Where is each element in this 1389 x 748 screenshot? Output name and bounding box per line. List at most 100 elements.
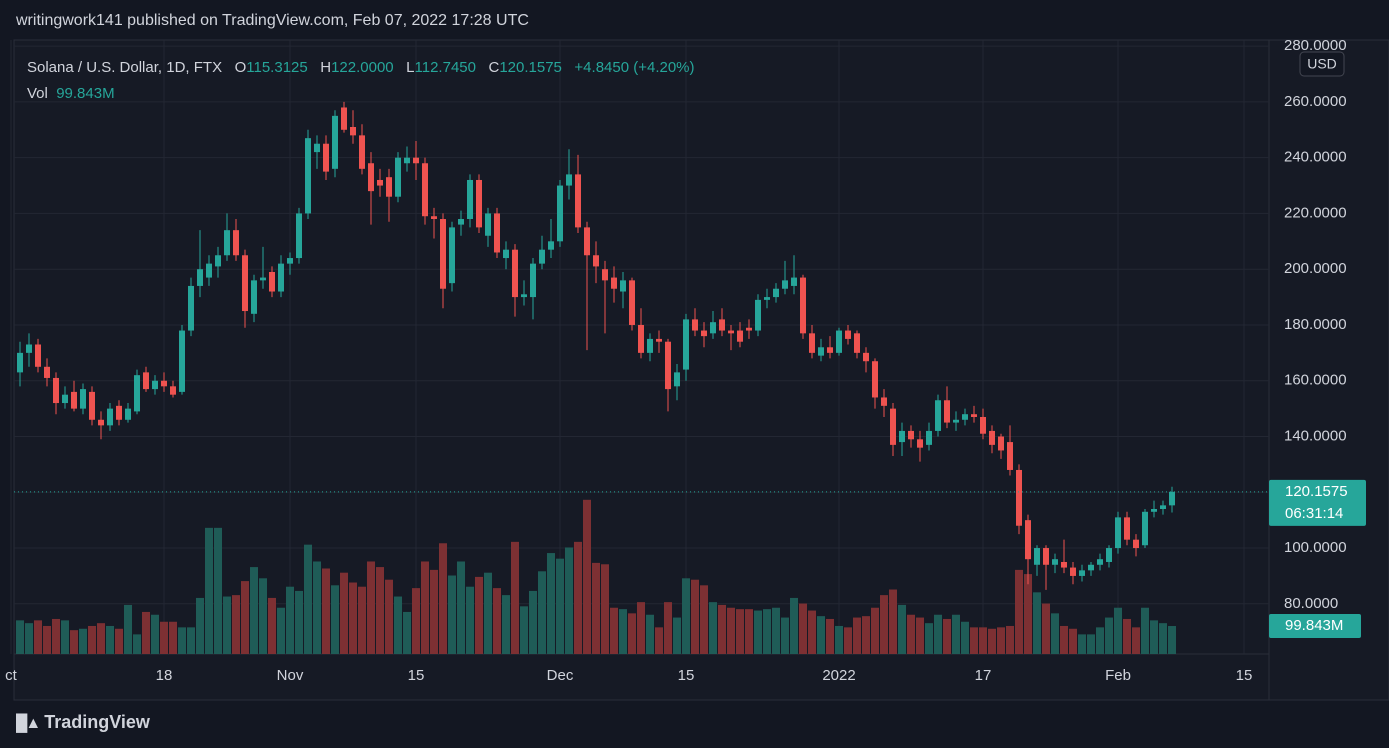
- volume-bar: [340, 572, 348, 654]
- candle-body: [467, 179, 473, 220]
- volume-bar: [115, 628, 123, 654]
- candle-body: [1160, 505, 1166, 510]
- candle-body: [449, 227, 455, 284]
- volume-bar: [502, 595, 510, 654]
- l-label: L: [406, 59, 415, 76]
- volume-bar: [889, 589, 897, 654]
- candle-body: [143, 372, 149, 390]
- x-tick-label: Nov: [277, 667, 304, 684]
- candle-body: [476, 179, 482, 228]
- volume-bar: [493, 588, 501, 654]
- currency: USD: [1307, 56, 1337, 72]
- y-tick-label: 100.0000: [1284, 539, 1347, 556]
- volume-bar: [538, 571, 546, 654]
- candle-body: [395, 157, 401, 197]
- volume-bar: [322, 568, 330, 654]
- volume-bar: [592, 562, 600, 654]
- candle-body: [1025, 520, 1031, 560]
- volume-bar: [394, 596, 402, 654]
- volume-bar: [376, 567, 384, 654]
- y-tick-label: 280.0000: [1284, 37, 1347, 54]
- candle-body: [431, 216, 437, 220]
- candle-body: [458, 219, 464, 225]
- candle-body: [683, 319, 689, 370]
- volume-bar: [250, 567, 258, 654]
- volume-bar: [232, 595, 240, 654]
- volume-bar: [898, 604, 906, 654]
- volume-bar: [637, 602, 645, 654]
- o-label: O: [234, 59, 247, 76]
- volume-bar: [997, 627, 1005, 654]
- brand-name: TradingView: [44, 712, 150, 732]
- candle-body: [98, 419, 104, 426]
- volume-bar: [1114, 607, 1122, 654]
- candle-body: [53, 377, 59, 404]
- brand[interactable]: █▲ TradingView: [16, 712, 150, 733]
- candle-body: [557, 185, 563, 242]
- volume-bar: [1006, 625, 1014, 654]
- volume-bar: [367, 561, 375, 654]
- volume-bar: [511, 541, 519, 654]
- candle-body: [584, 227, 590, 256]
- candle-body: [278, 263, 284, 292]
- candle-body: [26, 344, 32, 353]
- candle-body: [917, 439, 923, 448]
- volume-bar: [1060, 625, 1068, 654]
- candle-body: [134, 375, 140, 412]
- candle-body: [620, 280, 626, 292]
- candle-body: [1097, 559, 1103, 565]
- change: +4.8450 (+4.20%): [574, 59, 695, 76]
- candle-body: [575, 174, 581, 228]
- candle-body: [764, 297, 770, 300]
- volume-bar: [178, 627, 186, 654]
- volume-bar: [466, 586, 474, 654]
- volume-badge: [1269, 614, 1361, 639]
- volume-bar: [124, 604, 132, 654]
- candle-body: [593, 255, 599, 267]
- candle-body: [422, 163, 428, 217]
- volume-bar: [547, 553, 555, 654]
- volume-bar: [484, 572, 492, 654]
- volume-bar: [286, 586, 294, 654]
- candle-body: [926, 430, 932, 445]
- x-tick-label: 18: [156, 667, 173, 684]
- candle-body: [494, 213, 500, 253]
- candle-body: [404, 157, 410, 164]
- volume-bar: [457, 561, 465, 654]
- candle-body: [1016, 469, 1022, 526]
- volume-bar: [1051, 613, 1059, 654]
- volume-bar: [61, 620, 69, 654]
- candle-body: [368, 163, 374, 192]
- candle-body: [737, 330, 743, 342]
- candle-body: [80, 389, 86, 409]
- candle-body: [1124, 517, 1130, 540]
- volume-bar: [520, 606, 528, 654]
- volume-bar: [403, 611, 411, 654]
- candle-body: [71, 391, 77, 409]
- volume-bar: [871, 607, 879, 654]
- candle-body: [944, 400, 950, 423]
- volume-bar: [700, 585, 708, 654]
- candle-body: [89, 391, 95, 420]
- candle-body: [161, 380, 167, 387]
- y-tick-label: 220.0000: [1284, 204, 1347, 221]
- y-tick-label: 140.0000: [1284, 427, 1347, 444]
- volume-bar: [691, 579, 699, 654]
- candle-body: [800, 277, 806, 334]
- candle-body: [1169, 491, 1175, 506]
- candle-body: [323, 143, 329, 172]
- candle-body: [548, 241, 554, 250]
- volume-bar: [97, 623, 105, 654]
- candle-body: [980, 416, 986, 434]
- volume-bar: [88, 625, 96, 654]
- candle-body: [197, 269, 203, 286]
- candle-body: [359, 135, 365, 169]
- volume-bar: [970, 627, 978, 654]
- candle-body: [62, 394, 68, 404]
- currency-badge[interactable]: [1299, 51, 1345, 77]
- volume-bar: [241, 581, 249, 654]
- volume-bar: [925, 623, 933, 654]
- volume-bar: [43, 625, 51, 654]
- volume-bar: [781, 617, 789, 654]
